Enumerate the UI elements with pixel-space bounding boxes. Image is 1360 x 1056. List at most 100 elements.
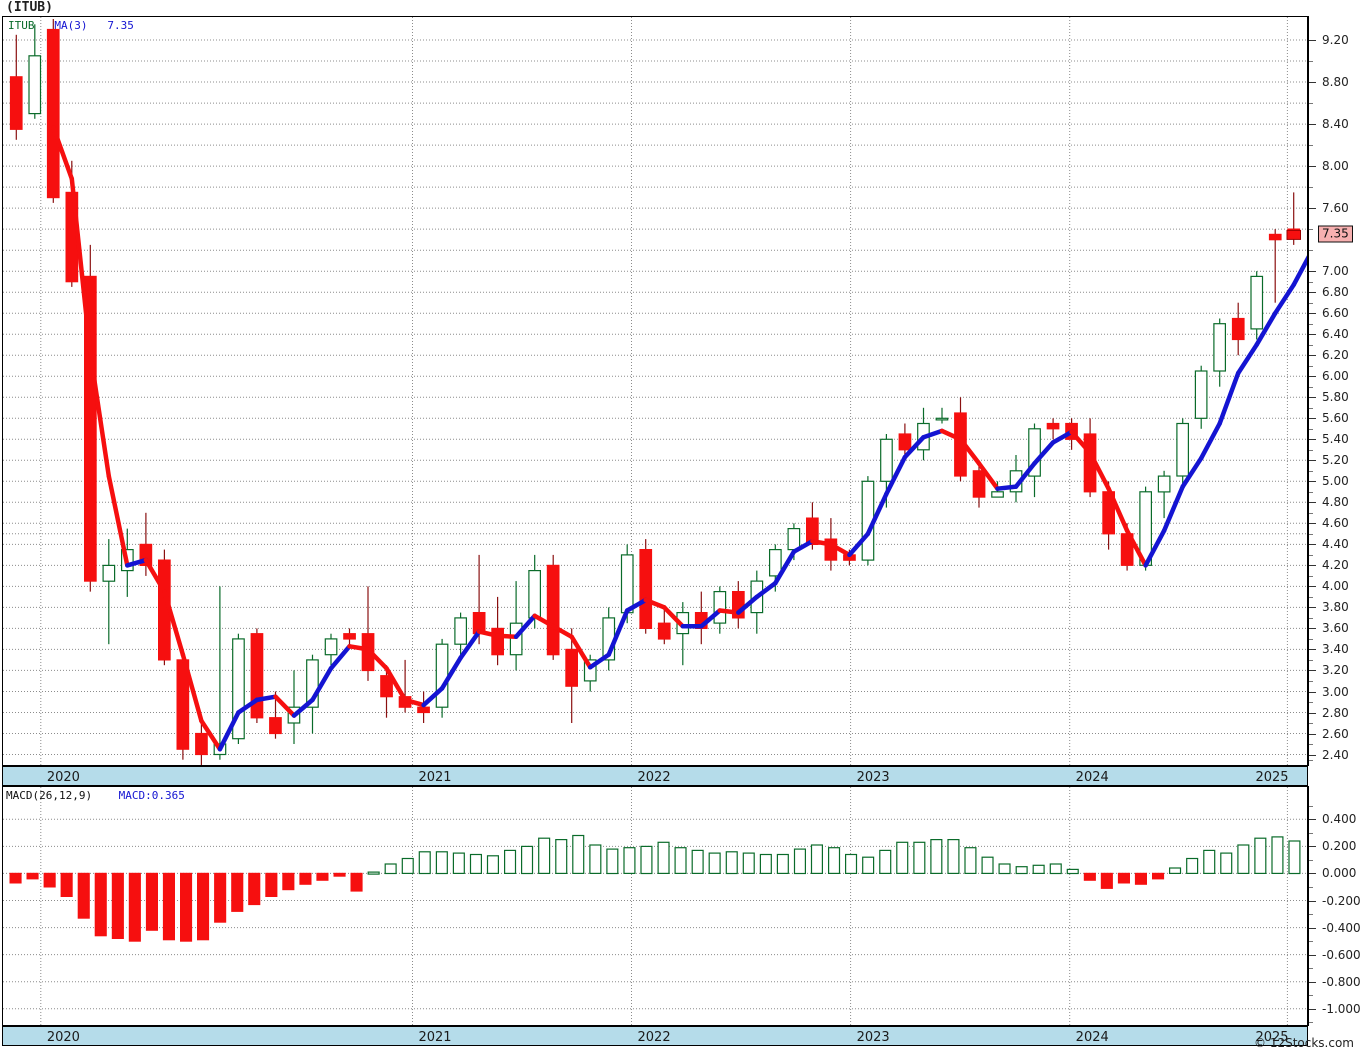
candle-body [657,622,671,640]
ma3-segment [587,652,611,670]
macd-histogram-bar [793,848,806,875]
price-tick-label: 5.20 [1322,453,1349,468]
price-tick-mark [1309,397,1316,399]
candle-body [639,548,653,629]
price-tick-mark-minor [1309,323,1313,325]
price-tick-mark-minor [1309,617,1313,619]
macd-histogram-bar [486,855,499,875]
legend-ma-label: MA(3) [54,19,88,32]
price-y-axis: 9.20 8.80 8.40 8.00 7.60 7.00 6.80 6.60 6.40 6.20… [1308,16,1360,766]
macd-histogram-bar [691,849,704,875]
ma3-segment [199,718,223,752]
price-x-year-label: 2025 [1255,770,1289,785]
macd-tick-label: -0.800 [1322,974,1360,989]
macd-histogram-bar [1100,872,1113,889]
candle-body [250,633,264,719]
macd-histogram-bar [1066,868,1079,875]
price-tick-label: 4.20 [1322,558,1349,573]
ma3-segment [810,538,834,547]
macd-tick-label: -1.000 [1322,1001,1360,1016]
candlestick [213,586,227,760]
price-tick-mark [1309,544,1316,546]
macd-tick-mark [1309,981,1316,983]
macd-histogram-bar [384,863,397,875]
candle-body [583,659,597,682]
macd-histogram-bar [623,847,636,875]
price-tick-mark [1309,523,1316,525]
macd-tick-label: -0.200 [1322,893,1360,908]
price-tick-mark [1309,82,1316,83]
macd-histogram-bar [214,872,227,923]
candle-body [195,732,208,756]
candlestick [972,460,986,508]
candle-body [1028,428,1041,477]
macd-histogram-bar [111,872,124,940]
price-x-year-label: 2020 [46,770,80,785]
macd-histogram-bar [128,872,141,942]
ma3-segment [402,697,426,708]
macd-tick-mark-minor [1309,995,1313,997]
macd-histogram-bar [1220,852,1233,874]
macd-histogram-bar [776,853,789,874]
price-tick-label: 7.60 [1322,201,1349,216]
price-tick-mark-minor [1309,344,1313,346]
price-tick-mark-minor [1309,145,1313,147]
candlestick [602,607,616,671]
macd-histogram-bar [60,872,73,898]
macd-chart-panel[interactable]: MACD(26,12,9) MACD:0.365 [2,786,1308,1026]
macd-histogram-bar [520,845,534,875]
macd-tick-mark-minor [1309,914,1313,915]
macd-histogram-bar [896,841,909,874]
macd-histogram-bar [725,851,738,875]
macd-histogram-bar [1186,857,1199,874]
candlestick [1268,229,1282,303]
candlestick [287,670,301,744]
macd-legend: MACD(26,12,9) MACD:0.365 [6,789,185,802]
ma3-segment [828,542,852,558]
price-tick-label: 4.60 [1322,516,1349,531]
candle-body [417,706,430,714]
ma3-segment [976,461,1000,491]
candle-body [713,590,727,624]
price-tick-mark [1309,439,1316,441]
price-x-year-label: 2024 [1075,770,1109,785]
macd-tick-mark-minor [1309,941,1313,943]
candlestick [250,628,264,723]
candlestick [1213,318,1227,387]
candlestick [1046,418,1060,440]
price-legend: ITUB MA(3) 7.35 [8,19,134,32]
price-tick-label: 3.20 [1322,663,1349,678]
macd-histogram-bar [1049,863,1062,875]
candle-body [565,648,579,687]
price-tick-label: 4.80 [1322,495,1349,510]
price-tick-mark [1309,460,1316,462]
macd-histogram-bar [998,863,1011,875]
price-x-axis-band: 2020 2021 2022 2023 2024 2025 [2,766,1308,786]
ma3-segment [699,608,723,629]
candlestick [1157,470,1171,519]
candle-body [1268,233,1282,241]
ma3-segment [1235,342,1259,376]
macd-histogram-bar [1237,844,1250,874]
candlestick [102,539,116,645]
ma3-segment [69,176,93,356]
price-chart-panel[interactable]: ITUB MA(3) 7.35 [2,16,1308,766]
macd-histogram-bar [162,872,175,941]
last-price-marker [1286,229,1301,240]
price-tick-mark-minor [1309,759,1313,761]
macd-legend-name: MACD(26,12,9) [6,789,93,802]
candlestick [546,554,560,660]
macd-histogram-bar [862,856,875,874]
candlestick [583,654,597,692]
candlestick [676,602,690,666]
candle-body [232,638,245,740]
candle-body [1046,422,1060,430]
ma3-segment [365,647,389,671]
candlestick [509,581,523,671]
price-tick-label: 2.40 [1322,747,1349,762]
candle-body [935,417,949,421]
price-tick-label: 2.60 [1322,726,1349,741]
price-tick-mark-minor [1309,103,1313,105]
macd-histogram-bar [572,834,585,875]
